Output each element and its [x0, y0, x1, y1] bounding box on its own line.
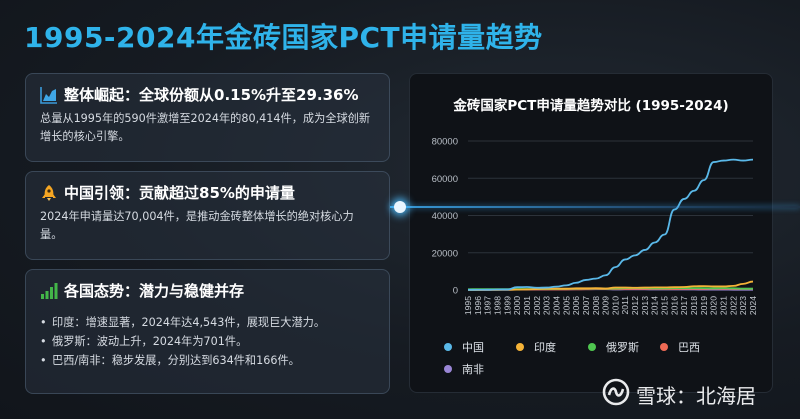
legend-item[interactable]: 俄罗斯 — [588, 336, 660, 358]
x-tick-label: 2016 — [669, 296, 679, 315]
x-tick-label: 2006 — [571, 296, 581, 315]
legend-label: 巴西 — [678, 341, 700, 354]
x-tick-label: 1998 — [492, 296, 502, 315]
legend-dot-icon — [444, 365, 452, 373]
legend-label: 印度 — [534, 341, 556, 354]
x-tick-label: 2002 — [532, 296, 542, 315]
watermark-text: 雪球：北海居 — [636, 384, 756, 408]
x-tick-label: 2003 — [542, 296, 552, 315]
y-tick-label: 60000 — [432, 174, 458, 185]
chart-legend: 中国 印度 俄罗斯 巴西南非 — [444, 336, 764, 380]
bullet-brazil-southafrica: 巴西/南非：稳步发展，分别达到634件和166件。 — [40, 351, 375, 370]
series-line — [467, 158, 754, 291]
y-tick-label: 0 — [453, 286, 458, 297]
x-tick-label: 2001 — [522, 296, 532, 315]
x-tick-label: 2024 — [748, 296, 758, 315]
country-bullet-list: 印度：增速显著，2024年达4,543件，展现巨大潜力。 俄罗斯：波动上升，20… — [40, 313, 375, 370]
bullet-russia: 俄罗斯：波动上升，2024年为701件。 — [40, 332, 375, 351]
x-tick-label: 2017 — [679, 296, 689, 315]
legend-item[interactable]: 中国 — [444, 336, 516, 358]
x-tick-label: 1997 — [483, 296, 493, 315]
card-body: 总量从1995年的590件激增至2024年的80,414件，成为全球创新增长的核… — [40, 112, 371, 143]
insight-card-countries: 各国态势：潜力与稳健并存 印度：增速显著，2024年达4,543件，展现巨大潜力… — [25, 269, 390, 394]
connector-line — [390, 206, 800, 208]
x-tick-label: 2005 — [561, 296, 571, 315]
x-tick-label: 2015 — [660, 296, 670, 315]
series-line — [467, 280, 754, 291]
x-tick-label: 2010 — [610, 296, 620, 315]
area-chart-icon — [40, 86, 58, 104]
x-tick-label: 2021 — [719, 296, 729, 315]
legend-item[interactable]: 南非 — [444, 358, 516, 380]
x-tick-label: 2009 — [601, 296, 611, 315]
x-tick-label: 1999 — [502, 296, 512, 315]
bullet-india: 印度：增速显著，2024年达4,543件，展现巨大潜力。 — [40, 313, 375, 332]
bar-chart-icon — [40, 282, 58, 300]
x-tick-label: 2019 — [699, 296, 709, 315]
chart-title: 金砖国家PCT申请量趋势对比 (1995-2024) — [453, 98, 729, 114]
watermark: 雪球：北海居 — [602, 378, 756, 411]
xueqiu-logo-icon — [602, 378, 630, 411]
rocket-icon — [40, 184, 58, 202]
page-title: 1995-2024年金砖国家PCT申请量趋势 — [24, 21, 543, 54]
x-tick-label: 2022 — [728, 296, 738, 315]
x-tick-label: 2011 — [620, 296, 630, 315]
y-tick-label: 40000 — [432, 211, 458, 222]
insight-card-overall: 整体崛起：全球份额从0.15%升至29.36% 总量从1995年的590件激增至… — [25, 73, 390, 162]
x-tick-label: 2020 — [709, 296, 719, 315]
legend-dot-icon — [516, 343, 524, 351]
legend-label: 中国 — [462, 341, 484, 354]
x-tick-label: 2023 — [738, 296, 748, 315]
card-title: 各国态势：潜力与稳健并存 — [64, 282, 245, 300]
legend-item[interactable]: 印度 — [516, 336, 588, 358]
legend-dot-icon — [588, 343, 596, 351]
y-tick-label: 20000 — [432, 248, 458, 259]
card-body: 2024年申请量达70,004件，是推动金砖整体增长的绝对核心力量。 — [40, 210, 354, 241]
legend-item[interactable]: 巴西 — [660, 336, 732, 358]
line-chart: 0 20000 40000 60000 80000 1995 1996 1997 1998 199… — [432, 137, 758, 316]
x-tick-label: 2018 — [689, 296, 699, 315]
card-title: 整体崛起：全球份额从0.15%升至29.36% — [64, 86, 359, 104]
legend-label: 俄罗斯 — [606, 341, 639, 354]
x-tick-label: 1996 — [473, 296, 483, 315]
legend-dot-icon — [444, 343, 452, 351]
x-tick-label: 2013 — [640, 296, 650, 315]
connector-dot — [394, 201, 406, 213]
y-tick-label: 80000 — [432, 137, 458, 148]
card-title: 中国引领：贡献超过85%的申请量 — [64, 184, 295, 202]
chart-panel: 金砖国家PCT申请量趋势对比 (1995-2024) 0 20000 40000 60… — [409, 73, 773, 393]
legend-dot-icon — [660, 343, 668, 351]
x-tick-label: 2012 — [630, 296, 640, 315]
x-tick-label: 1995 — [463, 296, 473, 315]
x-tick-label: 2008 — [591, 296, 601, 315]
x-tick-label: 2007 — [581, 296, 591, 315]
x-tick-label: 2004 — [551, 296, 561, 315]
insight-card-china: 中国引领：贡献超过85%的申请量 2024年申请量达70,004件，是推动金砖整… — [25, 171, 390, 260]
legend-label: 南非 — [462, 363, 484, 376]
x-tick-label: 2000 — [512, 296, 522, 315]
x-tick-label: 2014 — [650, 296, 660, 315]
